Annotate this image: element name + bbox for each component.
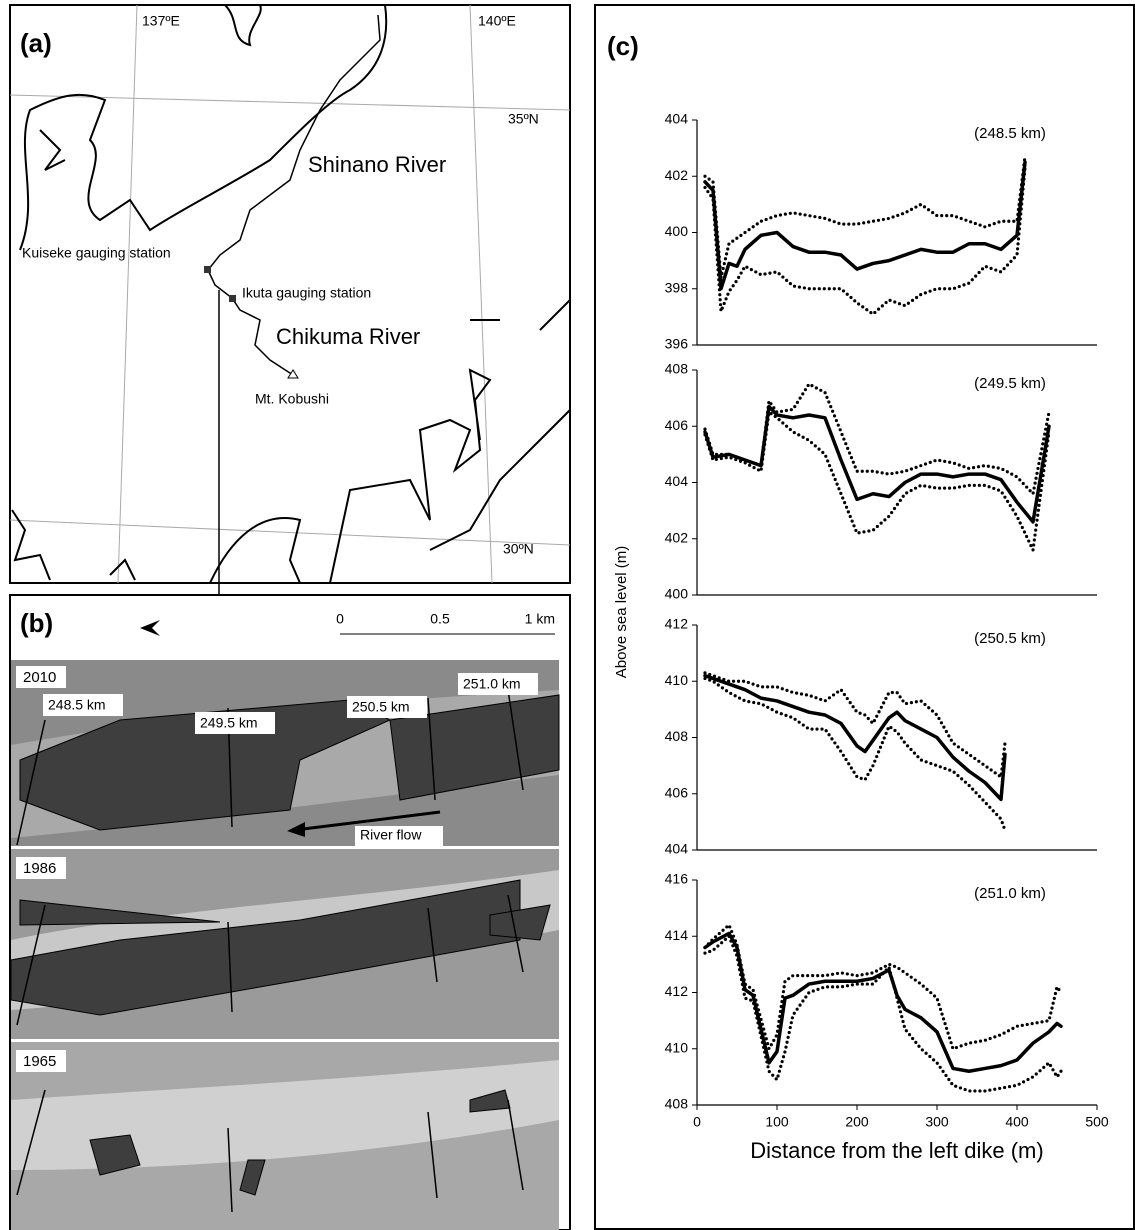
chart-annotation: (251.0 km): [974, 885, 1046, 902]
lat-label: 30ºN: [503, 541, 534, 557]
y-tick-label: 404: [665, 111, 689, 127]
y-tick-label: 408: [665, 728, 689, 744]
chart-annotation: (249.5 km): [974, 375, 1046, 392]
y-tick-label: 406: [665, 784, 689, 800]
section-label: 248.5 km: [48, 697, 106, 713]
section-label: 250.5 km: [352, 699, 410, 715]
y-tick-label: 406: [665, 417, 689, 433]
y-tick-label: 408: [665, 1096, 689, 1112]
y-axis-label: Above sea level (m): [613, 546, 630, 679]
section-label: 251.0 km: [463, 676, 521, 692]
panel-b: (b) 0 0.5 1 km 2010 1986 1965 248.5 km 2…: [10, 595, 570, 1230]
y-tick-label: 400: [665, 586, 689, 602]
panel-label: (c): [607, 31, 639, 61]
y-tick-label: 410: [665, 1039, 689, 1055]
place-label: Ikuta gauging station: [242, 285, 371, 301]
lon-label: 137ºE: [142, 13, 180, 29]
place-label: Mt. Kobushi: [255, 391, 329, 407]
flow-label: River flow: [360, 827, 422, 843]
x-tick-label: 200: [845, 1114, 869, 1130]
panel-a: (a) 137ºE 140ºE 35ºN 30ºN Shinano River …: [10, 5, 570, 626]
y-tick-label: 416: [665, 871, 689, 887]
y-tick-label: 412: [665, 983, 689, 999]
x-tick-label: 0: [693, 1114, 701, 1130]
panel-label: (b): [20, 608, 53, 638]
y-tick-label: 404: [665, 473, 689, 489]
aerial-photos: [11, 660, 559, 1230]
y-tick-label: 400: [665, 223, 689, 239]
y-tick-label: 402: [665, 167, 689, 183]
y-tick-label: 398: [665, 279, 689, 295]
y-tick-label: 402: [665, 529, 689, 545]
y-tick-label: 410: [665, 672, 689, 688]
y-tick-label: 404: [665, 841, 689, 857]
x-tick-label: 500: [1085, 1114, 1109, 1130]
lat-label: 35ºN: [508, 111, 539, 127]
year-label: 2010: [23, 669, 56, 686]
x-tick-label: 300: [925, 1114, 949, 1130]
chart-annotation: (250.5 km): [974, 630, 1046, 647]
station-marker: [229, 295, 236, 302]
x-tick-label: 400: [1005, 1114, 1029, 1130]
place-label: Kuiseke gauging station: [22, 245, 171, 261]
panel-label: (a): [20, 28, 52, 58]
station-marker: [204, 266, 211, 273]
figure: (a) 137ºE 140ºE 35ºN 30ºN Shinano River …: [0, 0, 1135, 1230]
lon-label: 140ºE: [478, 13, 516, 29]
river-label: Shinano River: [308, 152, 446, 177]
river-label: Chikuma River: [276, 324, 420, 349]
section-label: 249.5 km: [200, 715, 258, 731]
y-tick-label: 396: [665, 336, 689, 352]
y-tick-label: 408: [665, 361, 689, 377]
chart-annotation: (248.5 km): [974, 125, 1046, 142]
y-tick-label: 412: [665, 616, 689, 632]
scale-label: 0: [336, 611, 344, 627]
scale-label: 0.5: [430, 611, 450, 627]
x-tick-label: 100: [765, 1114, 789, 1130]
x-axis-label: Distance from the left dike (m): [750, 1138, 1043, 1163]
year-label: 1986: [23, 860, 56, 877]
year-label: 1965: [23, 1053, 56, 1070]
scale-label: 1 km: [525, 611, 555, 627]
y-tick-label: 414: [665, 927, 689, 943]
